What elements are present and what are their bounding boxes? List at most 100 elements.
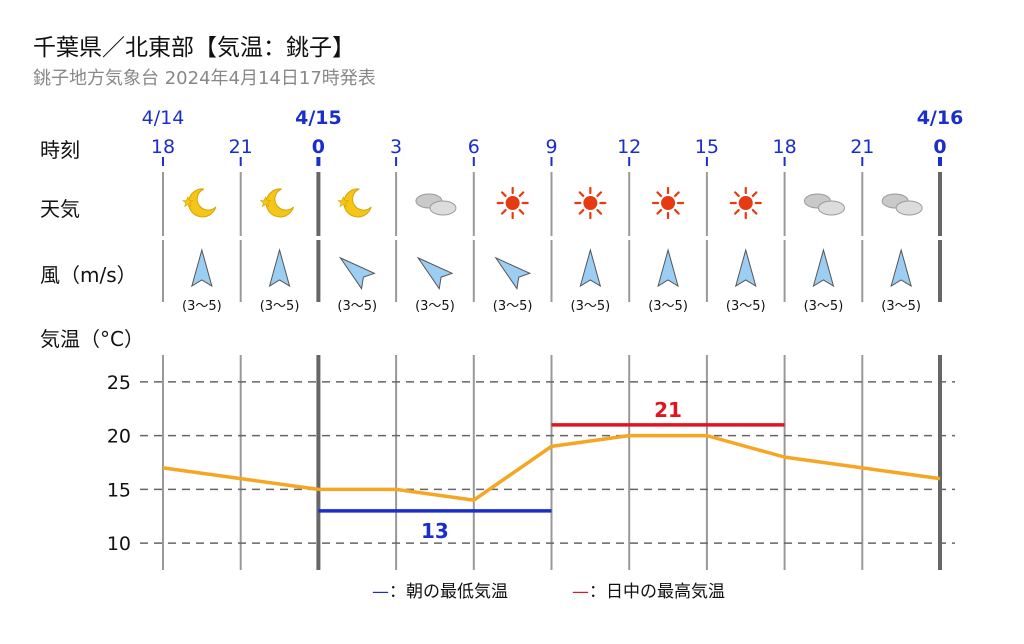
min-temp-label: 13 <box>421 519 449 543</box>
page-subtitle: 銚子地方気象台 2024年4月14日17時発表 <box>33 68 376 89</box>
sun-ray <box>500 191 507 198</box>
sun-core <box>661 196 676 210</box>
wind-arrow-icon <box>416 256 454 290</box>
cloud-icon <box>881 193 923 216</box>
grid-layer: 10 15 20 25 <box>107 172 955 570</box>
arrow-shape <box>268 248 291 288</box>
hour-label: 9 <box>545 136 557 158</box>
sun-icon <box>574 186 607 220</box>
legend-min: —：朝の最低気温 <box>372 582 508 602</box>
legend-max: —：日中の最高気温 <box>572 582 725 602</box>
arrow-shape <box>890 248 912 288</box>
sun-ray <box>518 191 525 198</box>
moon-icon <box>182 188 217 218</box>
y-tick-label: 10 <box>107 533 131 555</box>
cloud-icon <box>415 193 457 216</box>
date-label: 4/14 <box>142 107 185 129</box>
wind-arrow-icon <box>338 256 376 290</box>
cloud-front <box>429 200 457 216</box>
hour-label: 15 <box>695 136 719 158</box>
y-tick-label: 20 <box>107 426 131 448</box>
legend: —：朝の最低気温 —：日中の最高気温 <box>372 582 725 602</box>
arrow-shape <box>812 248 835 288</box>
date-label: 4/15 <box>295 107 342 129</box>
wind-arrow-icon <box>579 248 602 288</box>
weather-row-label: 天気 <box>40 197 80 221</box>
sun-core <box>505 196 520 210</box>
moon-shape <box>265 188 295 218</box>
page-title: 千葉県／北東部【気温：銚子】 <box>33 35 355 61</box>
wind-arrow-icon <box>734 248 757 288</box>
cloud-front <box>895 200 923 216</box>
sun-ray <box>656 208 663 215</box>
hour-label: 0 <box>933 136 946 158</box>
sun-ray <box>734 208 740 215</box>
sun-icon <box>729 186 762 220</box>
wind-speed-label: (3〜5) <box>337 299 377 314</box>
hour-label: 3 <box>390 136 402 158</box>
wind-arrow-icon <box>890 248 912 288</box>
wind-speed-label: (3〜5) <box>182 299 222 314</box>
wind-arrow-icon <box>268 248 291 288</box>
star-shape <box>337 196 350 208</box>
wind-arrow-icon <box>191 248 213 288</box>
moon-shape <box>343 188 372 218</box>
temp-plot: 13 21 <box>162 398 941 543</box>
arrow-shape <box>734 248 757 288</box>
wind-arrow-icon <box>812 248 835 288</box>
moon-icon <box>337 188 372 218</box>
temp-line <box>162 433 941 502</box>
sun-ray <box>578 208 585 215</box>
sun-ray <box>751 208 758 215</box>
sun-ray <box>751 191 758 198</box>
sun-icon <box>651 186 685 220</box>
hour-label: 18 <box>773 136 797 158</box>
arrow-shape <box>494 256 532 290</box>
sun-ray <box>674 208 680 215</box>
sun-ray <box>500 208 507 215</box>
wind-row-label: 風（m/s） <box>40 263 137 287</box>
wind-speed-label: (3〜5) <box>493 299 533 314</box>
wind-speed-label: (3〜5) <box>415 299 455 314</box>
hour-label: 21 <box>229 136 253 158</box>
arrow-shape <box>416 256 454 290</box>
cloud-front <box>817 200 845 216</box>
wind-speed-label: (3〜5) <box>881 299 921 314</box>
sun-ray <box>596 191 603 198</box>
temp-row-label: 気温（°C） <box>40 327 144 351</box>
hour-label: 21 <box>850 136 874 158</box>
sun-icon <box>496 186 529 220</box>
wind-speed-label: (3〜5) <box>804 299 844 314</box>
sun-ray <box>656 191 663 198</box>
wind-speed-label: (3〜5) <box>260 299 300 314</box>
sun-ray <box>674 191 680 198</box>
time-row-label: 時刻 <box>40 138 80 162</box>
arrow-shape <box>338 256 376 290</box>
sun-core <box>738 196 753 210</box>
wind-speed-label: (3〜5) <box>648 299 688 314</box>
date-label: 4/16 <box>917 107 964 129</box>
hour-label: 0 <box>312 136 325 158</box>
sun-ray <box>518 208 525 215</box>
wind-arrow-icon <box>494 256 532 290</box>
arrow-shape <box>579 248 602 288</box>
wind-arrows: (3〜5) (3〜5) (3〜5) (3〜5) (3〜5) (3〜5) (3〜5) (3〜5)… <box>182 248 921 314</box>
cloud-icon <box>803 193 845 216</box>
star-shape <box>182 196 194 208</box>
sun-ray <box>596 208 603 215</box>
wind-arrow-icon <box>657 248 679 288</box>
y-tick-label: 25 <box>107 372 131 394</box>
wind-speed-label: (3〜5) <box>726 299 766 314</box>
moon-shape <box>187 188 217 218</box>
hour-labels: 18 21 0 3 6 9 12 15 18 21 0 <box>151 136 947 166</box>
hour-label: 6 <box>468 136 480 158</box>
arrow-shape <box>657 248 679 288</box>
moon-icon <box>259 188 295 218</box>
date-labels: 4/14 4/15 4/16 <box>142 107 964 129</box>
sun-ray <box>578 191 585 198</box>
hour-label: 18 <box>151 136 175 158</box>
wind-speed-label: (3〜5) <box>571 299 611 314</box>
arrow-shape <box>191 248 213 288</box>
max-temp-label: 21 <box>654 398 682 422</box>
